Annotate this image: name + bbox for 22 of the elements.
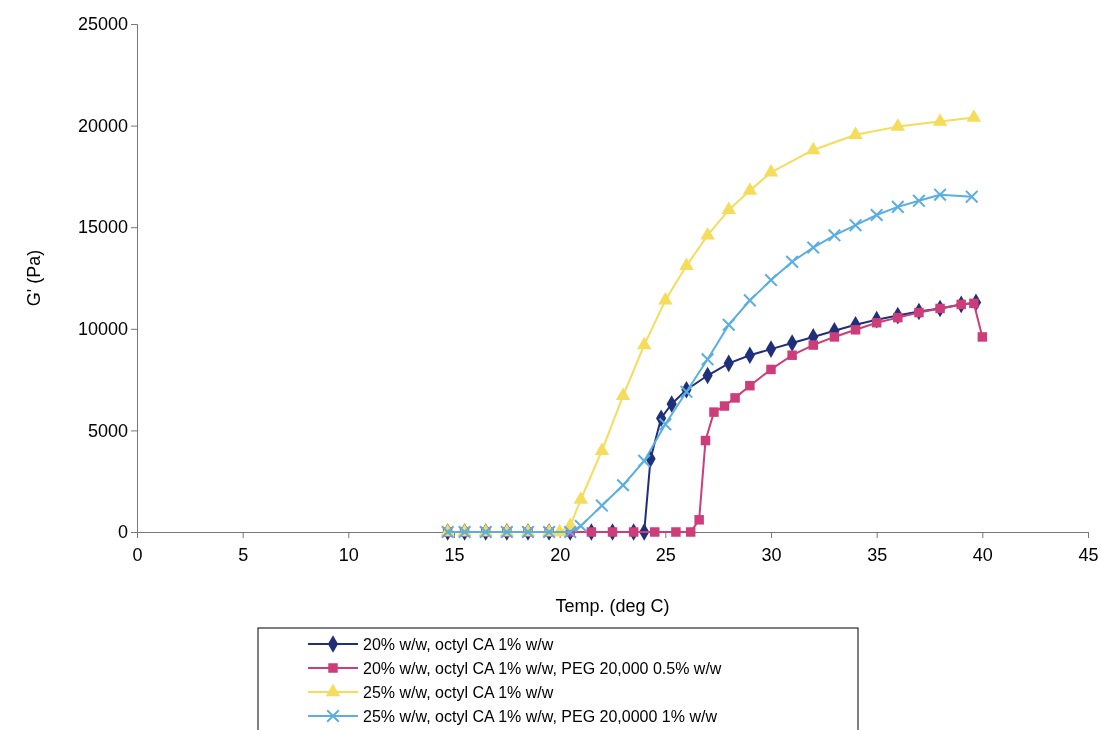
x-tick-label: 0 (132, 544, 143, 565)
x-tick-label: 20 (550, 544, 571, 565)
y-tick-label: 20000 (77, 115, 128, 136)
x-tick-label: 35 (867, 544, 888, 565)
legend-label: 25% w/w, octyl CA 1% w/w, PEG 20,0000 1% w/w (363, 708, 718, 725)
x-tick-label: 40 (972, 544, 993, 565)
legend-label: 20% w/w, octyl CA 1% w/w (363, 636, 554, 653)
x-tick-label: 10 (338, 544, 359, 565)
x-tick-label: 5 (238, 544, 249, 565)
y-tick-label: 15000 (77, 217, 128, 238)
x-tick-label: 30 (761, 544, 782, 565)
x-axis-title: Temp. (deg C) (555, 596, 670, 616)
y-tick-label: 25000 (77, 14, 128, 35)
y-tick-label: 0 (117, 522, 128, 543)
y-axis-title: G' (Pa) (24, 249, 44, 307)
x-tick-label: 15 (444, 544, 465, 565)
y-tick-label: 5000 (87, 420, 128, 441)
legend-label: 20% w/w, octyl CA 1% w/w, PEG 20,000 0.5% w/w (363, 660, 722, 677)
legend-label: 25% w/w, octyl CA 1% w/w (363, 684, 554, 701)
y-tick-label: 10000 (77, 319, 128, 340)
x-tick-label: 25 (655, 544, 676, 565)
x-tick-label: 45 (1078, 544, 1099, 565)
